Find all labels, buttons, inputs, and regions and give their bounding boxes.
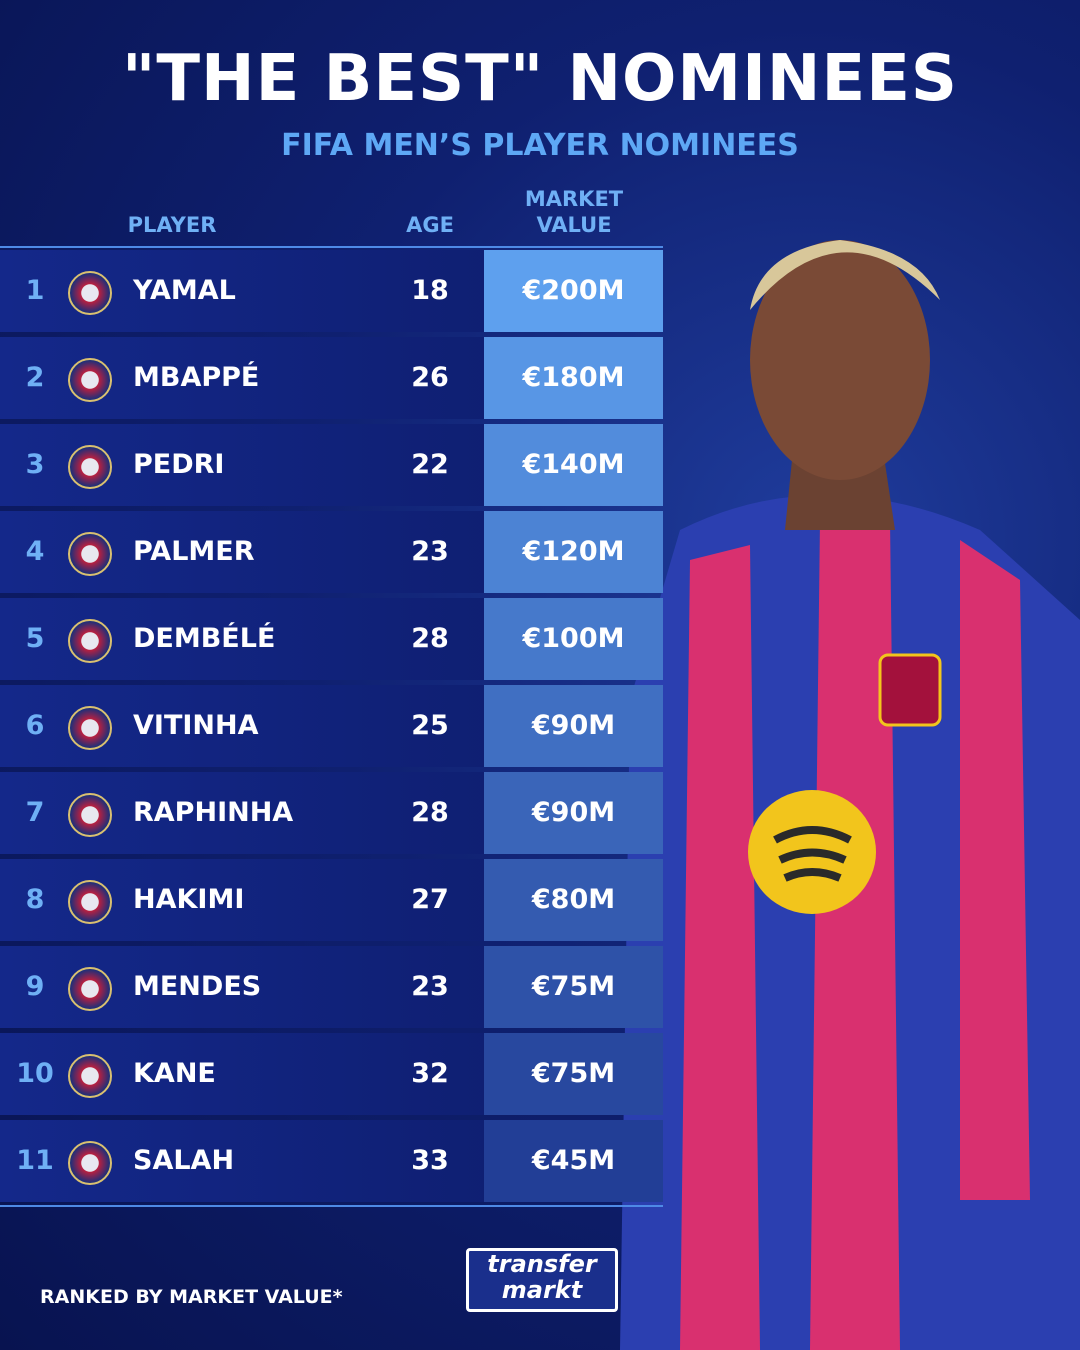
market-value: €140M xyxy=(484,424,663,506)
table-row: 2 MBAPPÉ 26 €180M xyxy=(0,337,663,419)
rank: 6 xyxy=(25,710,45,741)
player-name: HAKIMI xyxy=(133,884,245,915)
market-value: €75M xyxy=(484,946,663,1028)
market-value: €200M xyxy=(484,250,663,332)
player-name: PALMER xyxy=(133,536,255,567)
club-crest xyxy=(68,880,112,924)
player-name: SALAH xyxy=(133,1145,235,1176)
age: 23 xyxy=(411,536,449,567)
club-crest xyxy=(68,532,112,576)
table-row: 1 YAMAL 18 €200M xyxy=(0,250,663,332)
rank: 10 xyxy=(16,1058,54,1089)
rank: 1 xyxy=(25,275,45,306)
table-row: 10 KANE 32 €75M xyxy=(0,1033,663,1115)
club-crest xyxy=(68,619,112,663)
table-row: 8 HAKIMI 27 €80M xyxy=(0,859,663,941)
rank: 2 xyxy=(25,362,45,393)
player-name: MBAPPÉ xyxy=(133,362,260,393)
table-row: 3 PEDRI 22 €140M xyxy=(0,424,663,506)
player-name: PEDRI xyxy=(133,449,225,480)
market-value: €180M xyxy=(484,337,663,419)
club-crest xyxy=(68,1141,112,1185)
market-value: €100M xyxy=(484,598,663,680)
player-photo xyxy=(620,240,1080,1350)
age: 18 xyxy=(411,275,449,306)
player-name: DEMBÉLÉ xyxy=(133,623,276,654)
age: 28 xyxy=(411,797,449,828)
brand-logo: transfer markt xyxy=(466,1248,618,1312)
club-crest xyxy=(68,793,112,837)
age: 23 xyxy=(411,971,449,1002)
divider xyxy=(0,1205,663,1207)
table-row: 7 RAPHINHA 28 €90M xyxy=(0,772,663,854)
market-value: €80M xyxy=(484,859,663,941)
table-row: 11 SALAH 33 €45M xyxy=(0,1120,663,1202)
column-header: PLAYER xyxy=(127,213,217,237)
club-crest xyxy=(68,271,112,315)
market-value: €75M xyxy=(484,1033,663,1115)
age: 22 xyxy=(411,449,449,480)
club-crest xyxy=(68,445,112,489)
table-row: 5 DEMBÉLÉ 28 €100M xyxy=(0,598,663,680)
rank: 8 xyxy=(25,884,45,915)
column-header: MARKET VALUE xyxy=(524,187,624,237)
age: 26 xyxy=(411,362,449,393)
divider xyxy=(0,246,663,248)
player-name: VITINHA xyxy=(133,710,259,741)
rank: 4 xyxy=(25,536,45,567)
player-name: YAMAL xyxy=(133,275,236,306)
age: 33 xyxy=(411,1145,449,1176)
table-row: 6 VITINHA 25 €90M xyxy=(0,685,663,767)
market-value: €90M xyxy=(484,685,663,767)
market-value: €45M xyxy=(484,1120,663,1202)
logo-text: transfer xyxy=(487,1250,597,1278)
market-value: €90M xyxy=(484,772,663,854)
player-name: MENDES xyxy=(133,971,262,1002)
rank: 7 xyxy=(25,797,45,828)
title: "THE BEST" NOMINEES xyxy=(122,42,958,116)
player-name: KANE xyxy=(133,1058,216,1089)
club-crest xyxy=(68,967,112,1011)
rank: 5 xyxy=(25,623,45,654)
rank: 11 xyxy=(16,1145,54,1176)
age: 25 xyxy=(411,710,449,741)
rank: 3 xyxy=(25,449,45,480)
age: 32 xyxy=(411,1058,449,1089)
club-crest xyxy=(68,358,112,402)
club-crest xyxy=(68,1054,112,1098)
age: 27 xyxy=(411,884,449,915)
player-name: RAPHINHA xyxy=(133,797,294,828)
market-value: €120M xyxy=(484,511,663,593)
subtitle: FIFA MEN’S PLAYER NOMINEES xyxy=(281,128,799,163)
column-header: AGE xyxy=(406,213,454,237)
club-crest xyxy=(68,706,112,750)
table-row: 4 PALMER 23 €120M xyxy=(0,511,663,593)
footnote: RANKED BY MARKET VALUE* xyxy=(40,1286,343,1308)
table-row: 9 MENDES 23 €75M xyxy=(0,946,663,1028)
logo-text: markt xyxy=(501,1276,583,1304)
age: 28 xyxy=(411,623,449,654)
rank: 9 xyxy=(25,971,45,1002)
